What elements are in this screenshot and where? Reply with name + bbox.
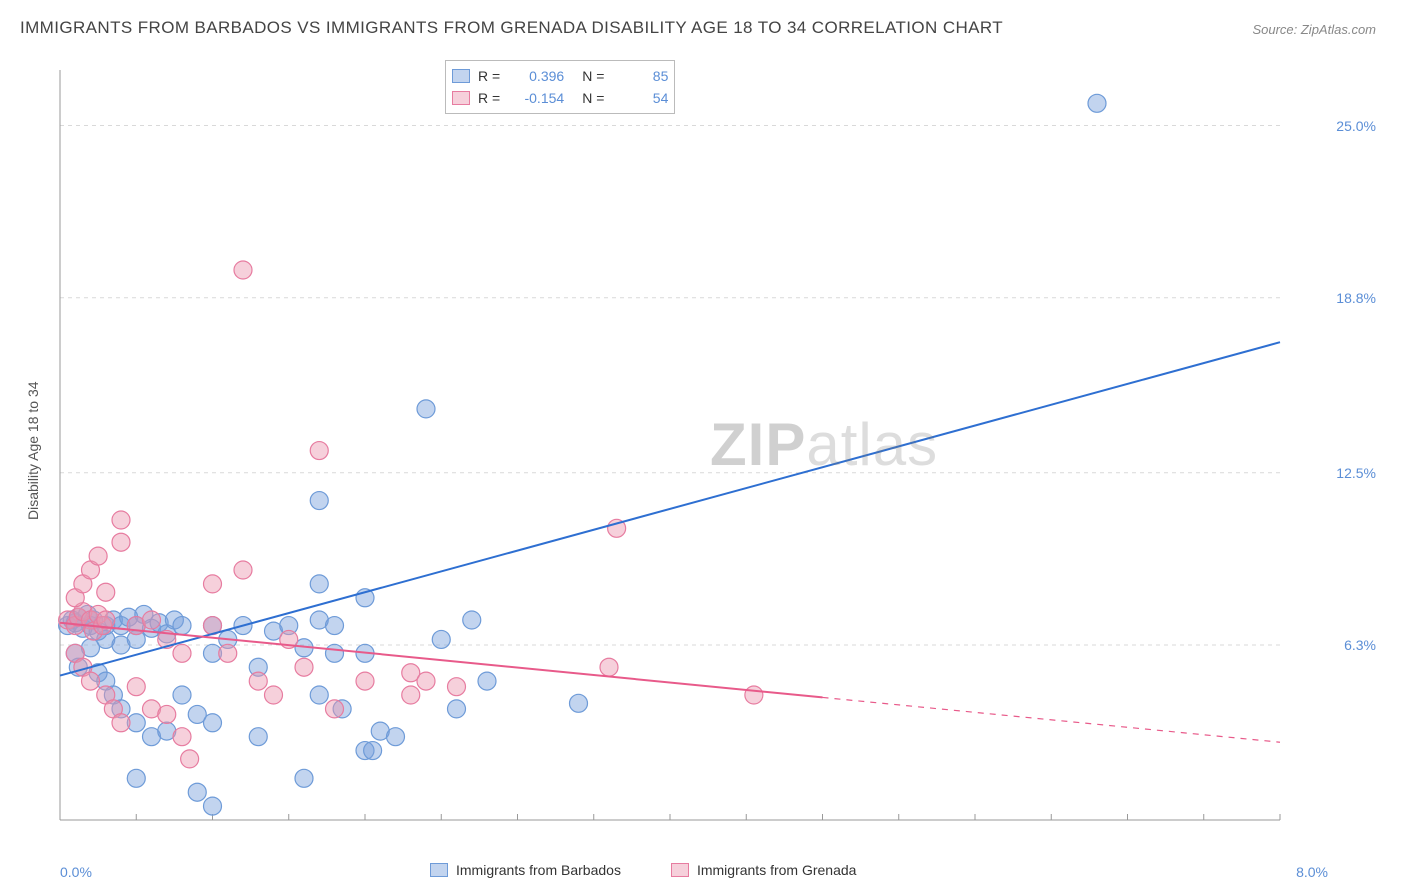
y-axis-title: Disability Age 18 to 34: [25, 381, 41, 520]
legend-row-barbados: R = 0.396 N = 85: [452, 65, 668, 87]
label-N: N =: [582, 90, 604, 106]
legend-row-grenada: R = -0.154 N = 54: [452, 87, 668, 109]
chart-title: IMMIGRANTS FROM BARBADOS VS IMMIGRANTS F…: [20, 18, 1003, 38]
y-tick-label: 6.3%: [1344, 637, 1376, 653]
y-tick-label: 18.8%: [1336, 290, 1376, 306]
swatch-grenada: [671, 863, 689, 877]
swatch-barbados: [430, 863, 448, 877]
legend-item-barbados: Immigrants from Barbados: [430, 862, 621, 878]
value-N-barbados: 85: [612, 68, 668, 84]
series-label-grenada: Immigrants from Grenada: [697, 862, 857, 878]
y-tick-label: 25.0%: [1336, 118, 1376, 134]
chart-plot-area: [50, 60, 1290, 830]
legend-item-grenada: Immigrants from Grenada: [671, 862, 857, 878]
swatch-grenada: [452, 91, 470, 105]
source-attribution: Source: ZipAtlas.com: [1252, 22, 1376, 37]
y-tick-label: 12.5%: [1336, 465, 1376, 481]
series-legend: Immigrants from Barbados Immigrants from…: [430, 862, 856, 878]
x-tick-min: 0.0%: [60, 864, 92, 880]
value-R-grenada: -0.154: [508, 90, 564, 106]
correlation-legend: R = 0.396 N = 85 R = -0.154 N = 54: [445, 60, 675, 114]
label-R: R =: [478, 68, 500, 84]
series-label-barbados: Immigrants from Barbados: [456, 862, 621, 878]
label-R: R =: [478, 90, 500, 106]
value-N-grenada: 54: [612, 90, 668, 106]
label-N: N =: [582, 68, 604, 84]
value-R-barbados: 0.396: [508, 68, 564, 84]
swatch-barbados: [452, 69, 470, 83]
x-tick-max: 8.0%: [1296, 864, 1328, 880]
